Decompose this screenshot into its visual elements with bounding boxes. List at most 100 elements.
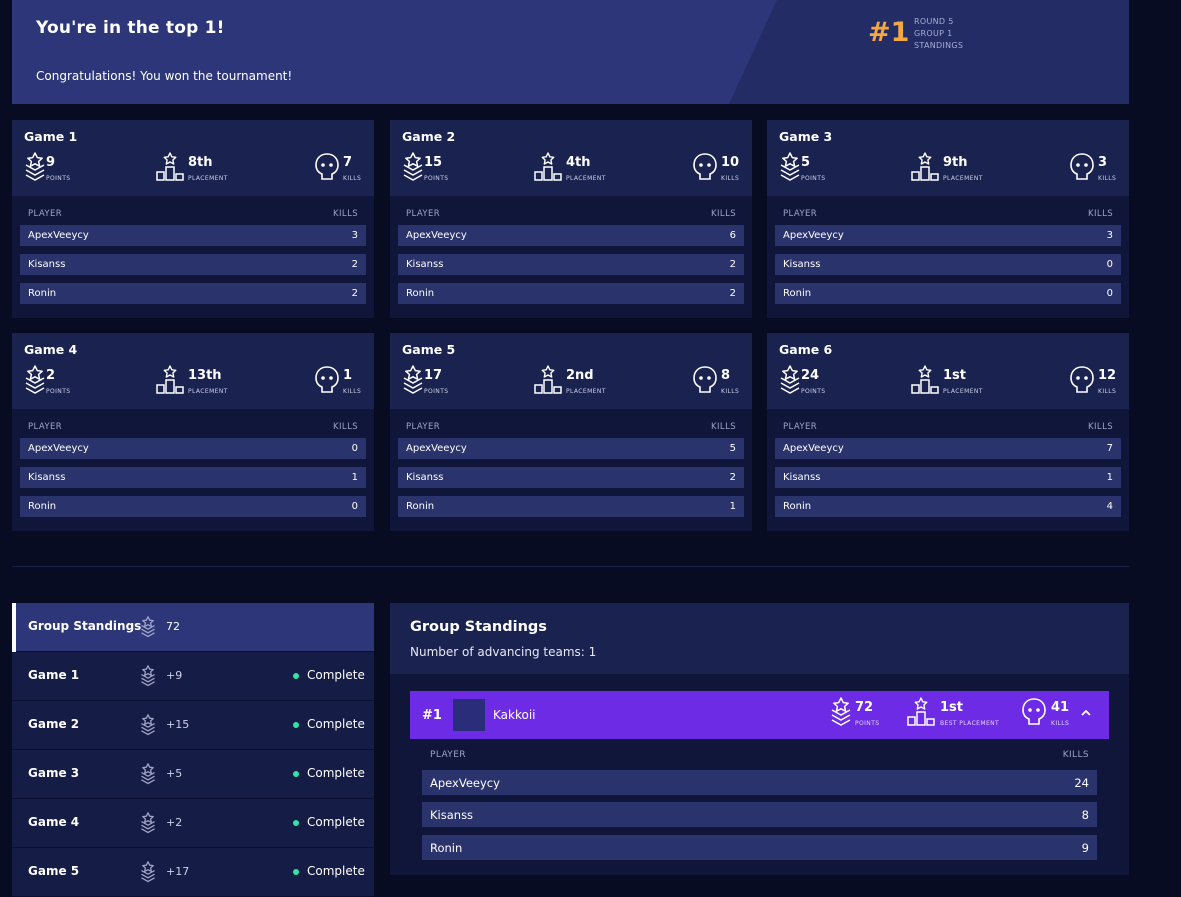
player-name: Kisanss (783, 472, 821, 483)
points-stat: 2 POINTS (24, 365, 104, 397)
player-name: Ronin (783, 501, 812, 512)
table-row: Ronin 0 (20, 496, 366, 517)
table-row: ApexVeeycy 3 (20, 225, 366, 246)
nav-item[interactable]: Game 1 +9 Complete (12, 652, 374, 701)
player-name: Ronin (783, 288, 812, 299)
placement-label: PLACEMENT (943, 175, 983, 182)
placement-stat: 8th PLACEMENT (156, 152, 256, 184)
points-icon (25, 152, 45, 181)
game-points: 24 (801, 368, 820, 383)
chevron-up-icon[interactable] (1080, 707, 1092, 719)
points-label: POINTS (46, 388, 71, 395)
points-icon (141, 714, 155, 736)
complete-status-dot (293, 771, 299, 777)
placement-label: PLACEMENT (188, 388, 228, 395)
player-table-header: PLAYER KILLS (406, 422, 736, 432)
nav-item[interactable]: Game 3 +5 Complete (12, 750, 374, 799)
nav-item-label: Game 4 (28, 815, 80, 829)
game-title: Game 6 (779, 342, 833, 357)
points-stat: 17 POINTS (402, 365, 482, 397)
player-table-header: PLAYER KILLS (28, 422, 358, 432)
skull-icon (315, 153, 339, 180)
game-placement: 8th (188, 155, 213, 170)
skull-icon (1022, 698, 1046, 725)
kills-col-header: KILLS (333, 209, 358, 219)
nav-points-icon-wrap (140, 811, 156, 839)
game-placement: 13th (188, 368, 222, 383)
player-kills: 2 (729, 259, 736, 270)
game-placement: 9th (943, 155, 968, 170)
player-name: Kisanss (406, 259, 444, 270)
nav-item-label: Game 3 (28, 766, 80, 780)
points-icon (141, 616, 155, 638)
player-name: ApexVeeycy (783, 443, 844, 454)
group-standings-panel: Group Standings Number of advancing team… (390, 603, 1129, 875)
points-icon (141, 812, 155, 834)
player-kills: 8 (1081, 808, 1089, 822)
section-divider (12, 566, 1129, 567)
kills-label: KILLS (343, 388, 362, 395)
standings-title: Group Standings (410, 619, 547, 635)
player-name: ApexVeeycy (783, 230, 844, 241)
kills-col-header: KILLS (1088, 209, 1113, 219)
game-kills: 7 (343, 155, 353, 170)
points-icon (403, 152, 423, 181)
points-icon (141, 763, 155, 785)
nav-item[interactable]: Game 2 +15 Complete (12, 701, 374, 750)
nav-item-points: +17 (166, 865, 190, 878)
game-card: Game 6 24 POINTS 1st PLACEMENT 12 KILLS PLAYER K… (767, 333, 1129, 531)
banner-standings-label: STANDINGS (914, 41, 964, 50)
table-row: Kisanss 0 (775, 254, 1121, 275)
kills-label: KILLS (1098, 388, 1117, 395)
player-col-header: PLAYER (783, 209, 818, 219)
player-kills: 7 (1106, 443, 1113, 454)
player-kills: 5 (729, 443, 736, 454)
banner-standings-panel (729, 0, 1129, 104)
nav-item-label: Game 1 (28, 668, 80, 682)
points-label: POINTS (46, 175, 71, 182)
game-kills: 12 (1098, 368, 1117, 383)
game-points: 15 (424, 155, 443, 170)
points-label: POINTS (424, 175, 449, 182)
player-kills: 1 (1106, 472, 1113, 483)
player-name: Kisanss (406, 472, 444, 483)
nav-points-icon-wrap (140, 664, 156, 692)
team-row[interactable]: #1 Kakkoii 72 POINTS 1st BEST PLACEMENT … (410, 691, 1109, 739)
nav-item[interactable]: Group Standings 72 (12, 603, 374, 652)
points-icon (780, 365, 800, 394)
player-table-header: PLAYER KILLS (783, 422, 1113, 432)
nav-item-points: 72 (166, 620, 180, 633)
player-table-header: PLAYER KILLS (783, 209, 1113, 219)
nav-item-status: Complete (307, 717, 365, 731)
points-label: POINTS (855, 720, 880, 727)
game-points: 9 (46, 155, 56, 170)
team-best-placement: 1st (940, 700, 963, 715)
player-kills: 3 (351, 230, 358, 241)
player-name: ApexVeeycy (406, 230, 467, 241)
player-table-header: PLAYER KILLS (28, 209, 358, 219)
table-row: Kisanss 1 (20, 467, 366, 488)
points-icon (831, 697, 851, 726)
table-row: Kisanss 2 (398, 254, 744, 275)
player-name: Ronin (406, 288, 435, 299)
nav-item-label: Game 2 (28, 717, 80, 731)
points-label: POINTS (801, 388, 826, 395)
game-placement: 1st (943, 368, 966, 383)
table-row: ApexVeeycy 3 (775, 225, 1121, 246)
podium-icon (911, 152, 939, 181)
player-kills: 1 (351, 472, 358, 483)
table-row: ApexVeeycy 0 (20, 438, 366, 459)
player-col-header: PLAYER (430, 750, 466, 760)
player-name: Kisanss (28, 472, 66, 483)
banner-group: GROUP 1 (914, 29, 953, 38)
kills-label: KILLS (721, 175, 740, 182)
nav-item[interactable]: Game 4 +2 Complete (12, 799, 374, 848)
nav-item-points: +5 (166, 767, 183, 780)
nav-item-label: Game 5 (28, 864, 80, 878)
active-indicator (12, 603, 16, 652)
table-row: ApexVeeycy 7 (775, 438, 1121, 459)
game-card-header: Game 2 15 POINTS 4th PLACEMENT 10 KILLS (390, 120, 752, 196)
nav-item[interactable]: Game 5 +17 Complete (12, 848, 374, 897)
podium-icon (156, 152, 184, 181)
player-kills: 2 (729, 472, 736, 483)
